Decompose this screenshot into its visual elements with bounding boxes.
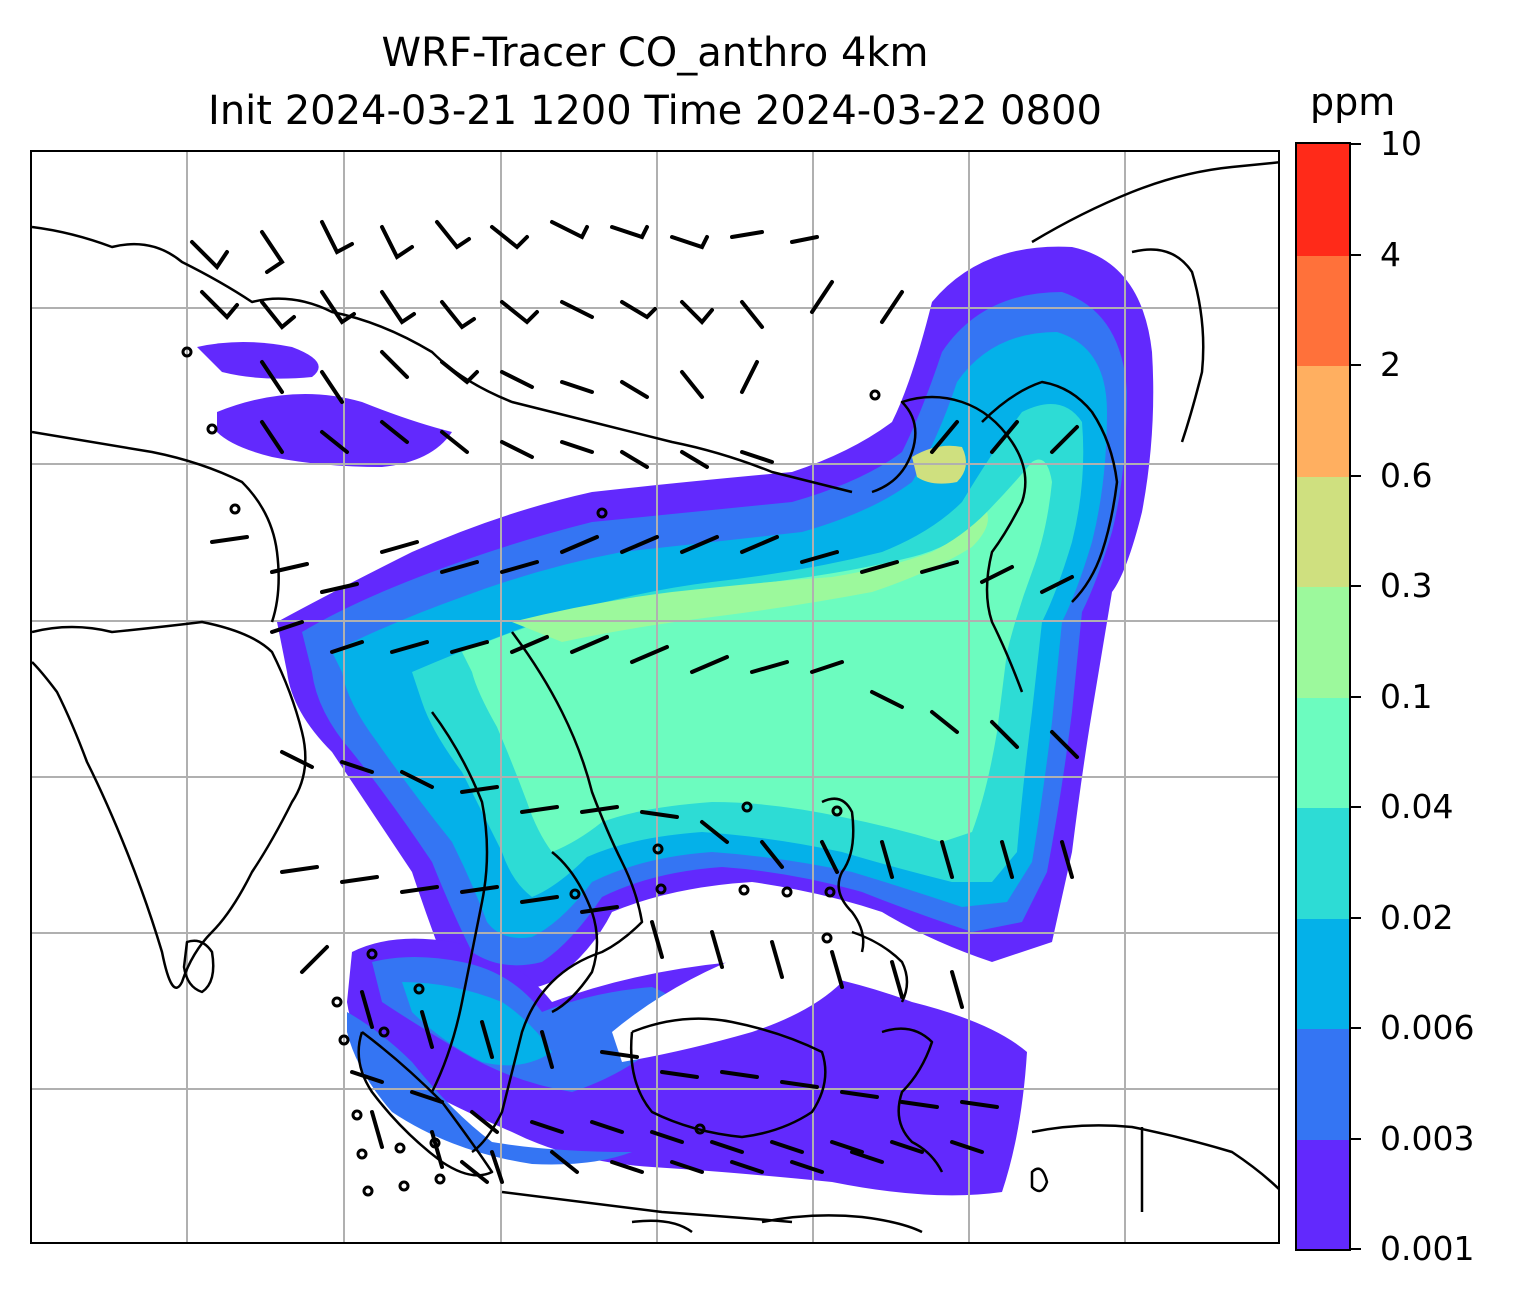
colorbar-segment	[1297, 254, 1349, 366]
calm-markers	[181, 346, 881, 1197]
colorbar-segment	[1297, 475, 1349, 587]
colorbar-tick-label: 0.001	[1380, 1229, 1475, 1268]
colorbar-tick-label: 0.3	[1380, 566, 1433, 605]
colorbar-segment	[1297, 586, 1349, 698]
colorbar-segment	[1297, 917, 1349, 1029]
colorbar-tick	[1351, 1027, 1361, 1029]
tracer-level6-band	[512, 512, 988, 642]
colorbar-tick	[1351, 916, 1361, 919]
colorbar-tick	[1351, 585, 1361, 587]
colorbar-tick	[1351, 143, 1361, 145]
map-canvas	[32, 152, 1278, 1242]
colorbar	[1295, 142, 1351, 1251]
tracer-level2-sw	[347, 1012, 632, 1165]
colorbar-tick-label: 0.003	[1380, 1118, 1475, 1158]
colorbar-tick	[1351, 364, 1361, 366]
map-title-line1: WRF-Tracer CO_anthro 4km	[381, 30, 929, 76]
tracer-band-nw	[197, 342, 319, 379]
colorbar-unit: ppm	[1310, 80, 1396, 124]
colorbar-segment	[1297, 144, 1349, 256]
map-title-line2: Init 2024-03-21 1200 Time 2024-03-22 080…	[208, 88, 1102, 134]
colorbar-tick-label: 0.04	[1380, 787, 1454, 826]
colorbar-tick	[1351, 695, 1361, 698]
wind-barbs	[190, 220, 1079, 1184]
colorbar-tick	[1351, 474, 1361, 477]
coastlines	[32, 161, 1278, 1234]
colorbar-tick-label: 0.1	[1380, 676, 1433, 716]
colorbar-segment	[1297, 696, 1349, 808]
colorbar-tick-label: 2	[1380, 345, 1401, 384]
tracer-level3-south	[402, 982, 552, 1066]
colorbar-tick-label: 0.02	[1380, 897, 1454, 937]
colorbar-segment	[1297, 365, 1349, 477]
map-panel	[30, 150, 1280, 1244]
colorbar-tick-label: 0.6	[1380, 455, 1433, 495]
colorbar-tick-label: 0.006	[1380, 1008, 1475, 1047]
colorbar-segment	[1297, 807, 1349, 919]
colorbar-tick	[1351, 253, 1361, 256]
clean-pocket	[612, 952, 842, 1062]
colorbar-segment	[1297, 1138, 1349, 1249]
colorbar-tick	[1351, 1248, 1361, 1250]
colorbar-tick	[1351, 806, 1361, 808]
tracer-field	[197, 246, 1154, 1196]
colorbar-tick-label: 4	[1380, 234, 1401, 274]
tracer-band-west	[217, 394, 452, 467]
colorbar-tick-label: 10	[1380, 124, 1422, 163]
colorbar-segment	[1297, 1028, 1349, 1140]
colorbar-tick	[1351, 1137, 1361, 1140]
tracer-level5-main	[462, 459, 1052, 852]
